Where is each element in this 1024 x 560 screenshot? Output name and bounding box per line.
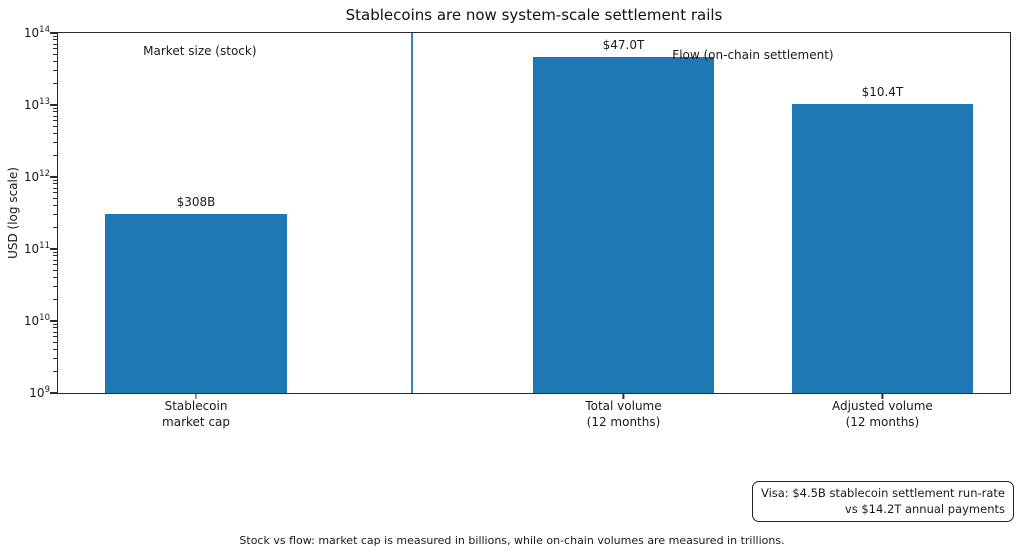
y-axis-minor-tick (53, 264, 57, 266)
figure-caption: Stock vs flow: market cap is measured in… (239, 534, 785, 547)
y-axis-minor-tick (53, 43, 57, 45)
y-axis-label: USD (log scale) (6, 167, 20, 259)
y-axis-minor-tick (53, 327, 57, 329)
y-axis-minor-tick (53, 120, 57, 122)
visa-note-line2: vs $14.2T annual payments (844, 502, 1005, 517)
bar-value-label: $308B (176, 194, 216, 209)
y-axis-tick-label: 1013 (23, 96, 50, 112)
y-axis-major-tick (50, 320, 57, 322)
visa-note-line1: Visa: $4.5B stablecoin settlement run-ra… (760, 486, 1005, 500)
y-axis-minor-tick (53, 342, 57, 344)
y-axis-major-tick (50, 104, 57, 106)
y-axis-minor-tick (53, 370, 57, 372)
y-axis-minor-tick (53, 336, 57, 338)
x-axis-tick (881, 394, 884, 399)
x-axis-category-label: Adjusted volume (12 months) (832, 399, 933, 429)
y-axis-minor-tick (53, 115, 57, 117)
y-axis-minor-tick (53, 270, 57, 272)
y-axis-minor-tick (53, 358, 57, 360)
group-annotation: Market size (stock) (143, 44, 257, 58)
y-axis-minor-tick (53, 142, 57, 144)
y-axis-minor-tick (53, 35, 57, 37)
y-axis-minor-tick (53, 133, 57, 135)
y-axis-minor-tick (53, 323, 57, 325)
y-axis-tick-label: 1011 (23, 240, 50, 256)
y-axis-minor-tick (53, 251, 57, 253)
y-axis-tick-label: 109 (29, 384, 50, 400)
plot-area: 109 1010 1011 1012 1013 1014 $308B $47.0T $10.4T… (24, 25, 1011, 400)
y-axis-minor-tick (53, 192, 57, 194)
y-axis-minor-tick (53, 214, 57, 216)
y-axis-minor-tick (53, 61, 57, 63)
y-axis-minor-tick (53, 179, 57, 181)
y-axis-minor-tick (53, 255, 57, 257)
y-axis-minor-tick (53, 82, 57, 84)
x-axis-category-label: Stablecoin market cap (162, 399, 231, 429)
y-axis-minor-tick (53, 39, 57, 41)
y-axis-minor-tick (53, 331, 57, 333)
bar-value-label: $10.4T (861, 84, 904, 99)
y-axis-minor-tick (53, 187, 57, 189)
visa-note-box: Visa: $4.5B stablecoin settlement run-ra… (751, 481, 1014, 523)
y-axis-tick-exponent: 12 (39, 168, 50, 179)
y-axis-minor-tick (53, 48, 57, 50)
y-axis-minor-tick (53, 198, 57, 200)
bar (105, 213, 287, 393)
y-axis-tick-label: 1010 (23, 312, 50, 328)
x-axis-category-label: Total volume (12 months) (585, 399, 662, 429)
y-axis-tick-exponent: 10 (39, 312, 50, 323)
y-axis-tick-label: 1014 (23, 24, 50, 40)
y-axis-minor-tick (53, 111, 57, 113)
y-axis-minor-tick (53, 54, 57, 56)
bar (532, 56, 715, 393)
x-axis-tick (622, 394, 625, 399)
y-axis-tick-exponent: 13 (39, 96, 50, 107)
y-axis-tick-exponent: 9 (44, 384, 50, 395)
y-axis-minor-tick (53, 154, 57, 156)
group-divider-line (411, 33, 413, 393)
bar-value-label: $47.0T (602, 37, 645, 52)
y-axis-major-tick (50, 32, 57, 34)
y-axis-minor-tick (53, 107, 57, 109)
y-axis-tick-exponent: 11 (39, 240, 50, 251)
y-axis-minor-tick (53, 183, 57, 185)
y-axis-minor-tick (53, 70, 57, 72)
chart-title: Stablecoins are now system-scale settlem… (345, 6, 723, 24)
y-axis-minor-tick (53, 226, 57, 228)
y-axis-minor-tick (53, 286, 57, 288)
y-axis-minor-tick (53, 259, 57, 261)
y-axis-minor-tick (53, 298, 57, 300)
y-axis-tick-label: 1012 (23, 168, 50, 184)
y-axis-major-tick (50, 248, 57, 250)
y-axis-major-tick (50, 392, 57, 394)
x-axis-tick (195, 394, 197, 399)
y-axis-tick-exponent: 14 (39, 24, 50, 35)
y-axis-minor-tick (53, 205, 57, 207)
y-axis-minor-tick (53, 349, 57, 351)
group-annotation: Flow (on-chain settlement) (672, 48, 834, 62)
y-axis-minor-tick (53, 277, 57, 279)
y-axis-minor-tick (53, 126, 57, 128)
y-axis-major-tick (50, 176, 57, 178)
bar (791, 103, 974, 393)
